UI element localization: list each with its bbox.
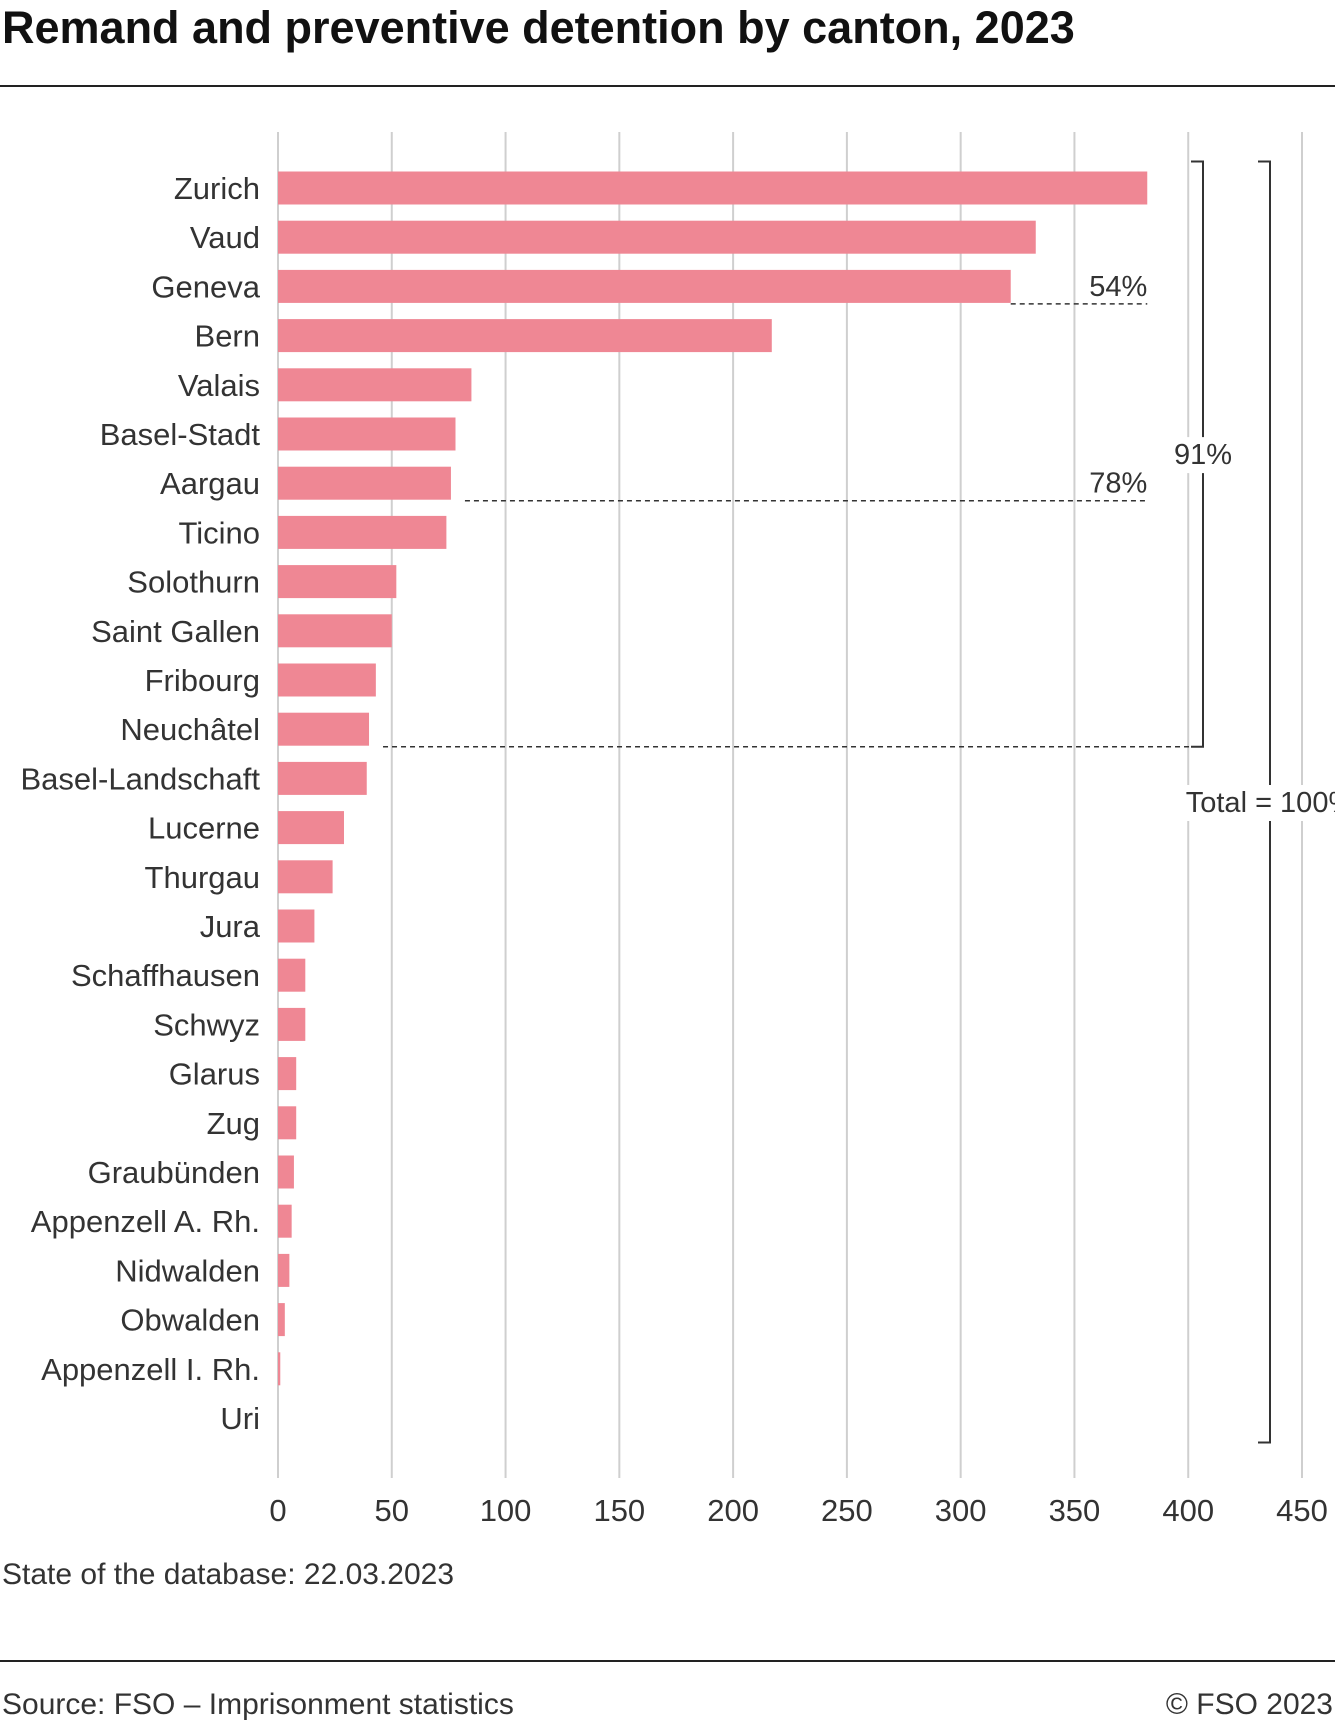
category-label: Basel-Landschaft [20,761,260,796]
bracket-label-background [1181,785,1335,821]
bar [278,368,472,402]
bar [278,319,772,353]
bracket-label-background [1169,437,1237,474]
bar [278,663,376,697]
bracket-label: Total = 100% [1186,787,1335,819]
bar [278,761,367,795]
bar [278,1253,290,1287]
category-label: Schaffhausen [71,958,260,993]
category-label: Ticino [178,515,260,550]
category-label: Thurgau [145,860,260,895]
x-tick-label: 400 [1162,1493,1214,1528]
category-label: Schwyz [153,1007,260,1042]
bar [278,1204,292,1238]
category-label: Geneva [151,269,260,304]
category-label: Zurich [174,171,260,206]
category-label: Glarus [169,1057,260,1092]
copyright-label: © FSO 2023 [1165,1688,1333,1721]
bar [278,220,1036,254]
category-label: Basel-Stadt [100,417,261,452]
category-label: Uri [220,1401,260,1436]
bar [278,466,451,500]
bar [278,860,333,894]
header-rule [0,85,1335,87]
x-tick-label: 50 [375,1493,409,1528]
category-label: Aargau [160,466,260,501]
category-label: Fribourg [145,663,260,698]
category-label: Vaud [190,220,260,255]
category-label: Solothurn [127,565,260,600]
category-label: Jura [200,909,261,944]
bar [278,1155,294,1189]
bar [278,565,397,599]
x-tick-label: 300 [935,1493,987,1528]
bar [278,171,1148,205]
bar [278,958,306,992]
bar [278,269,1011,303]
bar [278,1057,297,1091]
cumulative-share-label: 78% [1089,468,1147,500]
category-label: Bern [195,319,260,354]
bar [278,1007,306,1041]
x-tick-label: 250 [821,1493,873,1528]
category-label: Appenzell A. Rh. [31,1204,260,1239]
bar [278,614,392,648]
x-tick-label: 150 [593,1493,645,1528]
footer-rule [0,1660,1335,1662]
bar [278,1106,297,1140]
bar [278,712,370,746]
x-tick-label: 450 [1276,1493,1328,1528]
bar [278,1303,285,1337]
chart-title: Remand and preventive detention by canto… [2,2,1075,53]
category-label: Valais [178,368,260,403]
category-label: Zug [207,1106,260,1141]
x-tick-label: 200 [707,1493,759,1528]
bar [278,417,456,451]
bar [278,909,315,943]
bar [278,515,447,549]
bar [278,1352,281,1386]
bar [278,811,344,845]
bracket-label: 91% [1174,439,1232,471]
category-label: Saint Gallen [91,614,260,649]
x-tick-label: 350 [1049,1493,1101,1528]
category-label: Nidwalden [115,1253,260,1288]
category-label: Graubünden [88,1155,260,1190]
cumulative-share-label: 54% [1089,271,1147,303]
x-tick-label: 100 [480,1493,532,1528]
category-label: Appenzell I. Rh. [41,1352,260,1387]
database-state-note: State of the database: 22.03.2023 [2,1558,455,1591]
category-label: Neuchâtel [120,712,260,747]
x-tick-label: 0 [269,1493,286,1528]
category-label: Lucerne [148,811,260,846]
source-label: Source: FSO – Imprisonment statistics [2,1688,514,1721]
category-label: Obwalden [120,1303,260,1338]
